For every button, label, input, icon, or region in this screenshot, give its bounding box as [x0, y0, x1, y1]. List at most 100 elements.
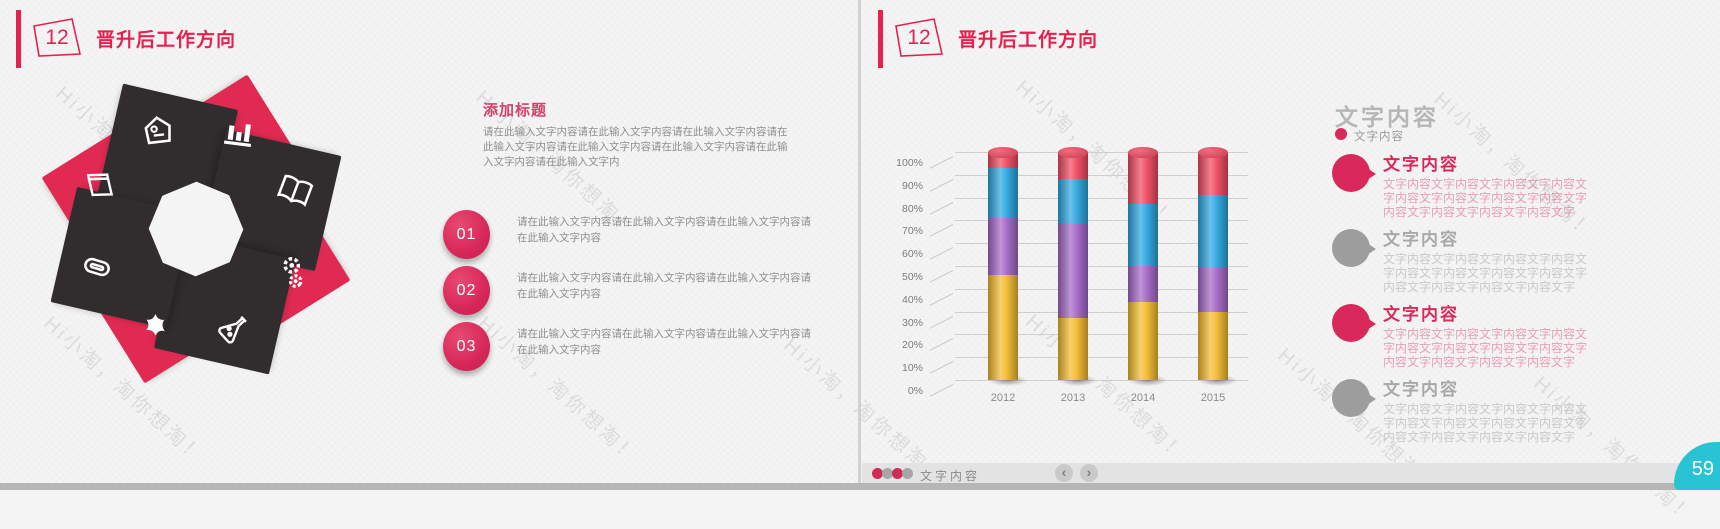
chart-gridline	[955, 266, 1248, 267]
y-axis-tick-label: 60%	[901, 248, 923, 261]
section-number-frame	[895, 18, 943, 57]
item-text: 请在此输入文字内容请在此输入文字内容请在此输入文字内容请在此输入文字内容	[517, 272, 811, 300]
list-item: 03 请在此输入文字内容请在此输入文字内容请在此输入文字内容请在此输入文字内容	[443, 322, 817, 378]
segment-yellow	[1198, 311, 1228, 380]
bar-chart-icon	[218, 111, 260, 153]
panel-item-body: 文字内容文字内容文字内容文字内容文字内容文字内容文字内容文字内容文字内容文字内容…	[1383, 177, 1588, 219]
panel-title: 文字内容	[1335, 104, 1439, 130]
y-axis-tick-label: 20%	[901, 339, 923, 352]
panel-item-content: 文字内容 文字内容文字内容文字内容文字内容文字内容文字内容文字内容文字内容文字内容…	[1383, 375, 1590, 444]
slide-title: 晋升后工作方向	[96, 30, 237, 51]
y-axis-tick-label: 30%	[901, 316, 923, 329]
panel-subtitle: 文字内容	[1354, 131, 1404, 143]
x-axis-category-label: 2014	[1130, 392, 1156, 404]
segment-purple	[1058, 222, 1088, 319]
home-tag-icon	[137, 109, 179, 151]
tool-icon	[127, 300, 179, 352]
x-axis-category-label: 2015	[1200, 392, 1226, 404]
pinwheel-diagram	[35, 68, 357, 390]
pagination-dots[interactable]	[872, 468, 913, 479]
y-axis-tick-label: 40%	[901, 293, 923, 306]
chart-gridline	[955, 334, 1248, 336]
chart-gridline	[955, 311, 1248, 313]
segment-red	[1128, 152, 1158, 205]
axis-tick-connector	[929, 247, 954, 260]
y-axis-tick-label: 10%	[901, 362, 923, 375]
section-number: 12	[45, 26, 69, 49]
bar-top-cap	[988, 147, 1018, 158]
gears-icon	[266, 246, 319, 299]
panel-item-heading: 文字内容	[1383, 380, 1459, 399]
chart-bar	[1122, 147, 1174, 388]
header-accent-bar	[16, 10, 21, 68]
flask-icon	[207, 301, 261, 355]
segment-yellow	[988, 275, 1018, 380]
axis-tick-connector	[929, 201, 954, 215]
stacked-cylinder-chart: 0% 10% 20% 30% 40% 50% 60% 70% 80% 90% 100% 2012 201…	[896, 147, 1248, 404]
axis-tick-connector	[929, 292, 954, 306]
red-dot-icon	[1335, 128, 1347, 140]
bar-top-cap	[1128, 147, 1158, 158]
axis-tick-connector	[929, 270, 954, 283]
segment-yellow	[1128, 302, 1158, 380]
pagination-dot[interactable]	[902, 468, 913, 479]
chart-gridline	[955, 380, 1248, 381]
segment-yellow	[1058, 318, 1088, 380]
y-axis-tick-label: 70%	[901, 225, 923, 238]
item-number-badge: 02	[443, 266, 490, 315]
y-axis-tick-label: 90%	[901, 179, 923, 192]
panel-item-content: 文字内容 文字内容文字内容文字内容文字内容文字内容文字内容文字内容文字内容文字内容…	[1383, 225, 1590, 294]
y-axis-tick-label: 50%	[901, 271, 923, 283]
item-number-badge: 01	[443, 210, 490, 259]
panel-item-body: 文字内容文字内容文字内容文字内容文字内容文字内容文字内容文字内容文字内容文字内容…	[1383, 402, 1588, 444]
pagination-dot[interactable]	[872, 468, 883, 479]
chart-bar	[1052, 147, 1104, 388]
slide-right: 12 晋升后工作方向 0% 10% 20% 30% 40% 50% 60% 70% 80% 90%…	[862, 0, 1720, 483]
segment-purple	[988, 218, 1018, 276]
section-heading: 添加标题	[483, 102, 548, 119]
slide-divider	[858, 0, 861, 483]
axis-tick-connector	[929, 156, 954, 169]
footer-label: 文字内容	[920, 469, 981, 483]
chart-gridline	[955, 288, 1248, 290]
bar-top-cap	[1058, 147, 1088, 158]
panel-item: 文字内容 文字内容文字内容文字内容文字内容文字内容文字内容文字内容文字内容文字内容…	[1332, 225, 1587, 300]
y-axis-tick-label: 0%	[907, 385, 923, 397]
panel-item-heading: 文字内容	[1383, 155, 1459, 174]
y-axis-tick-label: 80%	[901, 202, 923, 215]
section-number-frame	[33, 18, 81, 57]
panel-item-body: 文字内容文字内容文字内容文字内容文字内容文字内容文字内容文字内容文字内容文字内容…	[1383, 252, 1588, 294]
panel-item-content: 文字内容 文字内容文字内容文字内容文字内容文字内容文字内容文字内容文字内容文字内容…	[1383, 150, 1590, 219]
header-accent-bar	[878, 10, 883, 68]
section-body-text: 请在此输入文字内容请在此输入文字内容请在此输入文字内容请在此输入文字内容请在此输…	[483, 126, 788, 168]
axis-tick-connector	[929, 315, 954, 329]
paperclip-icon	[74, 244, 121, 291]
prev-button[interactable]: ‹	[1055, 464, 1073, 482]
pagination-dot[interactable]	[882, 468, 893, 479]
chart-gridline	[955, 357, 1248, 359]
x-axis-category-label: 2013	[1060, 392, 1086, 404]
panel-item-body: 文字内容文字内容文字内容文字内容文字内容文字内容文字内容文字内容文字内容文字内容…	[1383, 327, 1588, 369]
pagination-dot[interactable]	[892, 468, 903, 479]
laptop-icon	[80, 166, 119, 205]
chart-bar	[1192, 147, 1244, 388]
segment-blue	[988, 167, 1018, 219]
next-button[interactable]: ›	[1080, 464, 1098, 482]
speech-bubble-icon	[1332, 229, 1376, 267]
book-icon	[270, 167, 319, 216]
slide-title: 晋升后工作方向	[958, 30, 1099, 51]
section-number: 12	[907, 26, 931, 49]
segment-purple	[1198, 268, 1228, 312]
axis-tick-connector	[929, 338, 954, 352]
y-axis-tick-label: 100%	[896, 157, 923, 169]
item-text: 请在此输入文字内容请在此输入文字内容请在此输入文字内容请在此输入文字内容	[517, 328, 811, 356]
segment-blue	[1128, 204, 1158, 266]
panel-item-heading: 文字内容	[1383, 230, 1459, 249]
panel-item-heading: 文字内容	[1383, 305, 1459, 324]
panel-item: 文字内容 文字内容文字内容文字内容文字内容文字内容文字内容文字内容文字内容文字内容…	[1332, 300, 1587, 375]
panel-item: 文字内容 文字内容文字内容文字内容文字内容文字内容文字内容文字内容文字内容文字内容…	[1332, 375, 1587, 450]
item-number-badge: 03	[443, 322, 490, 371]
list-item: 02 请在此输入文字内容请在此输入文字内容请在此输入文字内容请在此输入文字内容	[443, 266, 817, 322]
item-text: 请在此输入文字内容请在此输入文字内容请在此输入文字内容请在此输入文字内容	[517, 216, 811, 244]
chart-gridline	[955, 174, 1248, 176]
